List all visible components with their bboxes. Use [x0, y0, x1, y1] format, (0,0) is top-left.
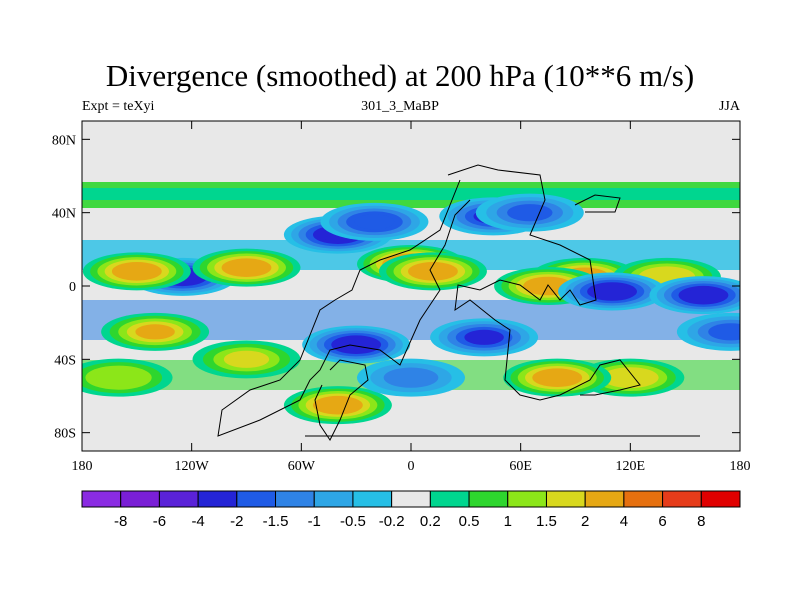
colorbar-swatch — [429, 490, 470, 508]
contour-band — [539, 370, 575, 385]
colorbar-swatch — [662, 490, 702, 508]
y-tick-label: 40S — [54, 353, 76, 368]
midlat-nh-core — [82, 188, 740, 200]
y-tick-label: 40N — [52, 207, 76, 222]
contour-band — [610, 370, 651, 386]
eastern-hemisphere-outline — [447, 164, 641, 401]
colorbar-swatch — [700, 490, 741, 508]
contour-band — [95, 369, 142, 387]
colorbar-swatch — [545, 490, 586, 508]
anomaly-feature — [302, 325, 411, 364]
y-tick-label: 0 — [69, 280, 76, 295]
anomaly-feature — [320, 202, 429, 241]
island-outline — [574, 194, 621, 213]
colorbar-swatch — [352, 490, 393, 508]
y-tick-label: 80S — [54, 427, 76, 442]
contour-band — [119, 264, 155, 279]
x-tick-label: 60W — [288, 459, 316, 474]
anomaly-feature — [357, 358, 465, 397]
x-tick-label: 180 — [72, 459, 93, 474]
colorbar-label: 2 — [581, 513, 589, 530]
anomaly-feature — [649, 276, 740, 315]
colorbar-swatch — [507, 490, 547, 508]
x-tick-label: 120E — [616, 459, 646, 474]
contour-band — [464, 329, 504, 345]
anomaly-feature — [676, 312, 740, 351]
colorbar-swatch — [584, 490, 625, 508]
anomaly-feature — [430, 318, 539, 357]
contour-band — [228, 260, 265, 275]
anomaly-feature — [192, 248, 301, 287]
colorbar-swatch — [468, 490, 509, 508]
contour-field — [82, 121, 740, 451]
axis-ticks: 180 120W 60W 0 60E 120E 180 80N 40N 0 40S 80S — [52, 121, 751, 474]
colorbar-label: 8 — [697, 513, 705, 530]
contour-band — [415, 264, 451, 279]
colorbar-swatch — [197, 490, 238, 508]
colorbar-swatch — [391, 490, 431, 508]
colorbar-swatch — [158, 490, 199, 508]
colorbar-swatch — [120, 490, 160, 508]
coastlines — [217, 164, 700, 441]
contour-band — [354, 214, 395, 230]
contour-band — [223, 350, 270, 368]
colorbar-label: -2 — [230, 513, 243, 530]
anomaly-feature — [475, 193, 584, 232]
contour-band — [507, 204, 553, 222]
contour-band — [530, 279, 566, 293]
x-tick-label: 60E — [509, 459, 532, 474]
x-tick-label: 120W — [175, 459, 210, 474]
contour-band — [338, 337, 374, 352]
x-tick-label: 0 — [408, 459, 415, 474]
chart-title: Divergence (smoothed) at 200 hPa (10**6 … — [105, 58, 695, 93]
contour-band — [383, 367, 439, 388]
colorbar-label: 0.2 — [420, 513, 441, 530]
run-label: 301_3_MaBP — [361, 99, 439, 114]
colorbar-label: 1 — [504, 513, 512, 530]
contour-band — [685, 288, 722, 303]
colorbar-swatch — [81, 490, 122, 508]
colorbar-label: 1.5 — [536, 513, 557, 530]
contour-band — [135, 324, 175, 340]
anomaly-feature — [283, 386, 392, 425]
experiment-label: Expt = teXyi — [82, 99, 155, 114]
colorbar-label: -1.5 — [263, 513, 289, 530]
contour-band — [320, 398, 356, 413]
anomaly-feature — [82, 358, 173, 397]
contour-band — [708, 323, 740, 341]
colorbar-label: 0.5 — [459, 513, 480, 530]
anomaly-feature — [192, 340, 301, 379]
contour-band — [594, 284, 630, 299]
anomaly-feature — [378, 252, 487, 291]
colorbar-label: -8 — [114, 513, 127, 530]
colorbar-swatch — [275, 490, 315, 508]
colorbar-label: -4 — [191, 513, 204, 530]
x-tick-label: 180 — [730, 459, 751, 474]
colorbar-label: -0.5 — [340, 513, 366, 530]
colorbar-label: -6 — [153, 513, 166, 530]
colorbar-label: -1 — [308, 513, 321, 530]
colorbar-label: -0.2 — [379, 513, 405, 530]
south-america-outline — [314, 359, 369, 441]
colorbar-swatch — [623, 490, 664, 508]
colorbar-swatch — [313, 490, 354, 508]
anomaly-feature — [503, 358, 612, 397]
colorbar-label: 4 — [620, 513, 628, 530]
season-label: JJA — [718, 99, 740, 114]
colorbar: -8 -6 -4 -2 -1.5 -1 -0.5 -0.2 0.2 0.5 1 1.5 2 4 6 8 — [81, 490, 741, 530]
y-tick-label: 80N — [52, 133, 76, 148]
anomaly-feature — [101, 312, 210, 351]
anomaly-feature — [558, 272, 667, 311]
western-hemisphere-outline — [217, 179, 471, 437]
colorbar-label: 6 — [658, 513, 666, 530]
colorbar-swatch — [236, 490, 277, 508]
anomaly-feature — [82, 252, 191, 291]
